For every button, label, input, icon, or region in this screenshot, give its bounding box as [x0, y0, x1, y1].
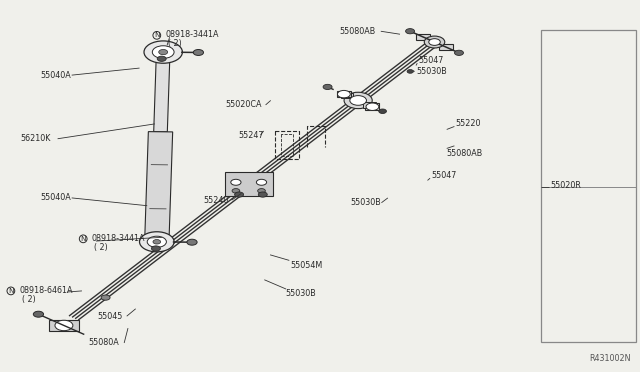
Circle shape	[406, 29, 415, 34]
Text: 55045: 55045	[97, 312, 123, 321]
Text: 55247: 55247	[238, 131, 264, 140]
Text: N: N	[81, 236, 86, 242]
Bar	[337, 91, 351, 97]
Bar	[225, 172, 273, 196]
Circle shape	[152, 46, 174, 58]
Circle shape	[424, 36, 445, 48]
Text: 56210K: 56210K	[20, 134, 51, 143]
Text: 55040A: 55040A	[40, 71, 71, 80]
Circle shape	[350, 96, 367, 105]
Text: ( 2): ( 2)	[94, 243, 108, 252]
Text: 55030B: 55030B	[417, 67, 447, 76]
Text: 55030B: 55030B	[351, 198, 381, 207]
Circle shape	[407, 70, 413, 73]
Circle shape	[337, 90, 350, 98]
Circle shape	[101, 295, 110, 300]
Circle shape	[379, 109, 387, 113]
Text: 55047: 55047	[419, 56, 444, 65]
Bar	[340, 93, 353, 99]
Text: 55080AB: 55080AB	[447, 149, 483, 158]
Circle shape	[153, 240, 161, 244]
Text: 55080A: 55080A	[88, 339, 119, 347]
Circle shape	[232, 189, 240, 193]
Circle shape	[187, 239, 197, 245]
Circle shape	[366, 103, 379, 110]
Circle shape	[258, 189, 266, 193]
Text: 55047: 55047	[431, 171, 457, 180]
Circle shape	[344, 92, 372, 109]
Text: N: N	[154, 32, 159, 38]
Text: 08918-3441A: 08918-3441A	[165, 30, 219, 39]
Bar	[49, 320, 79, 331]
Circle shape	[257, 179, 267, 185]
Circle shape	[147, 236, 166, 247]
Text: 08918-3441A: 08918-3441A	[92, 234, 145, 243]
Text: 55020R: 55020R	[550, 182, 581, 190]
Bar	[541, 30, 636, 342]
Circle shape	[235, 192, 244, 197]
Bar	[363, 102, 376, 108]
Text: ( 2): ( 2)	[22, 295, 35, 304]
Polygon shape	[154, 52, 170, 132]
Circle shape	[159, 49, 168, 55]
Circle shape	[152, 246, 161, 251]
Text: 55080AB: 55080AB	[339, 27, 376, 36]
Circle shape	[144, 41, 182, 63]
Polygon shape	[145, 132, 173, 242]
Text: ( 2): ( 2)	[168, 39, 181, 48]
Circle shape	[429, 39, 440, 45]
Circle shape	[231, 179, 241, 185]
Circle shape	[33, 311, 44, 317]
Bar	[416, 34, 430, 41]
Text: 55020CA: 55020CA	[225, 100, 262, 109]
Circle shape	[454, 50, 463, 55]
Text: 55054M: 55054M	[290, 261, 322, 270]
Text: 55220: 55220	[456, 119, 481, 128]
Text: 55040A: 55040A	[40, 193, 71, 202]
Text: N: N	[8, 288, 13, 294]
Text: 08918-6461A: 08918-6461A	[19, 286, 73, 295]
Circle shape	[157, 56, 166, 61]
Text: 55030B: 55030B	[285, 289, 316, 298]
Circle shape	[259, 192, 268, 197]
Circle shape	[323, 84, 332, 90]
Bar	[365, 103, 380, 110]
Text: R431002N: R431002N	[589, 354, 630, 363]
Circle shape	[193, 49, 204, 55]
Circle shape	[140, 232, 174, 252]
Bar	[438, 44, 452, 50]
Circle shape	[55, 320, 73, 331]
Text: 55240: 55240	[204, 196, 229, 205]
